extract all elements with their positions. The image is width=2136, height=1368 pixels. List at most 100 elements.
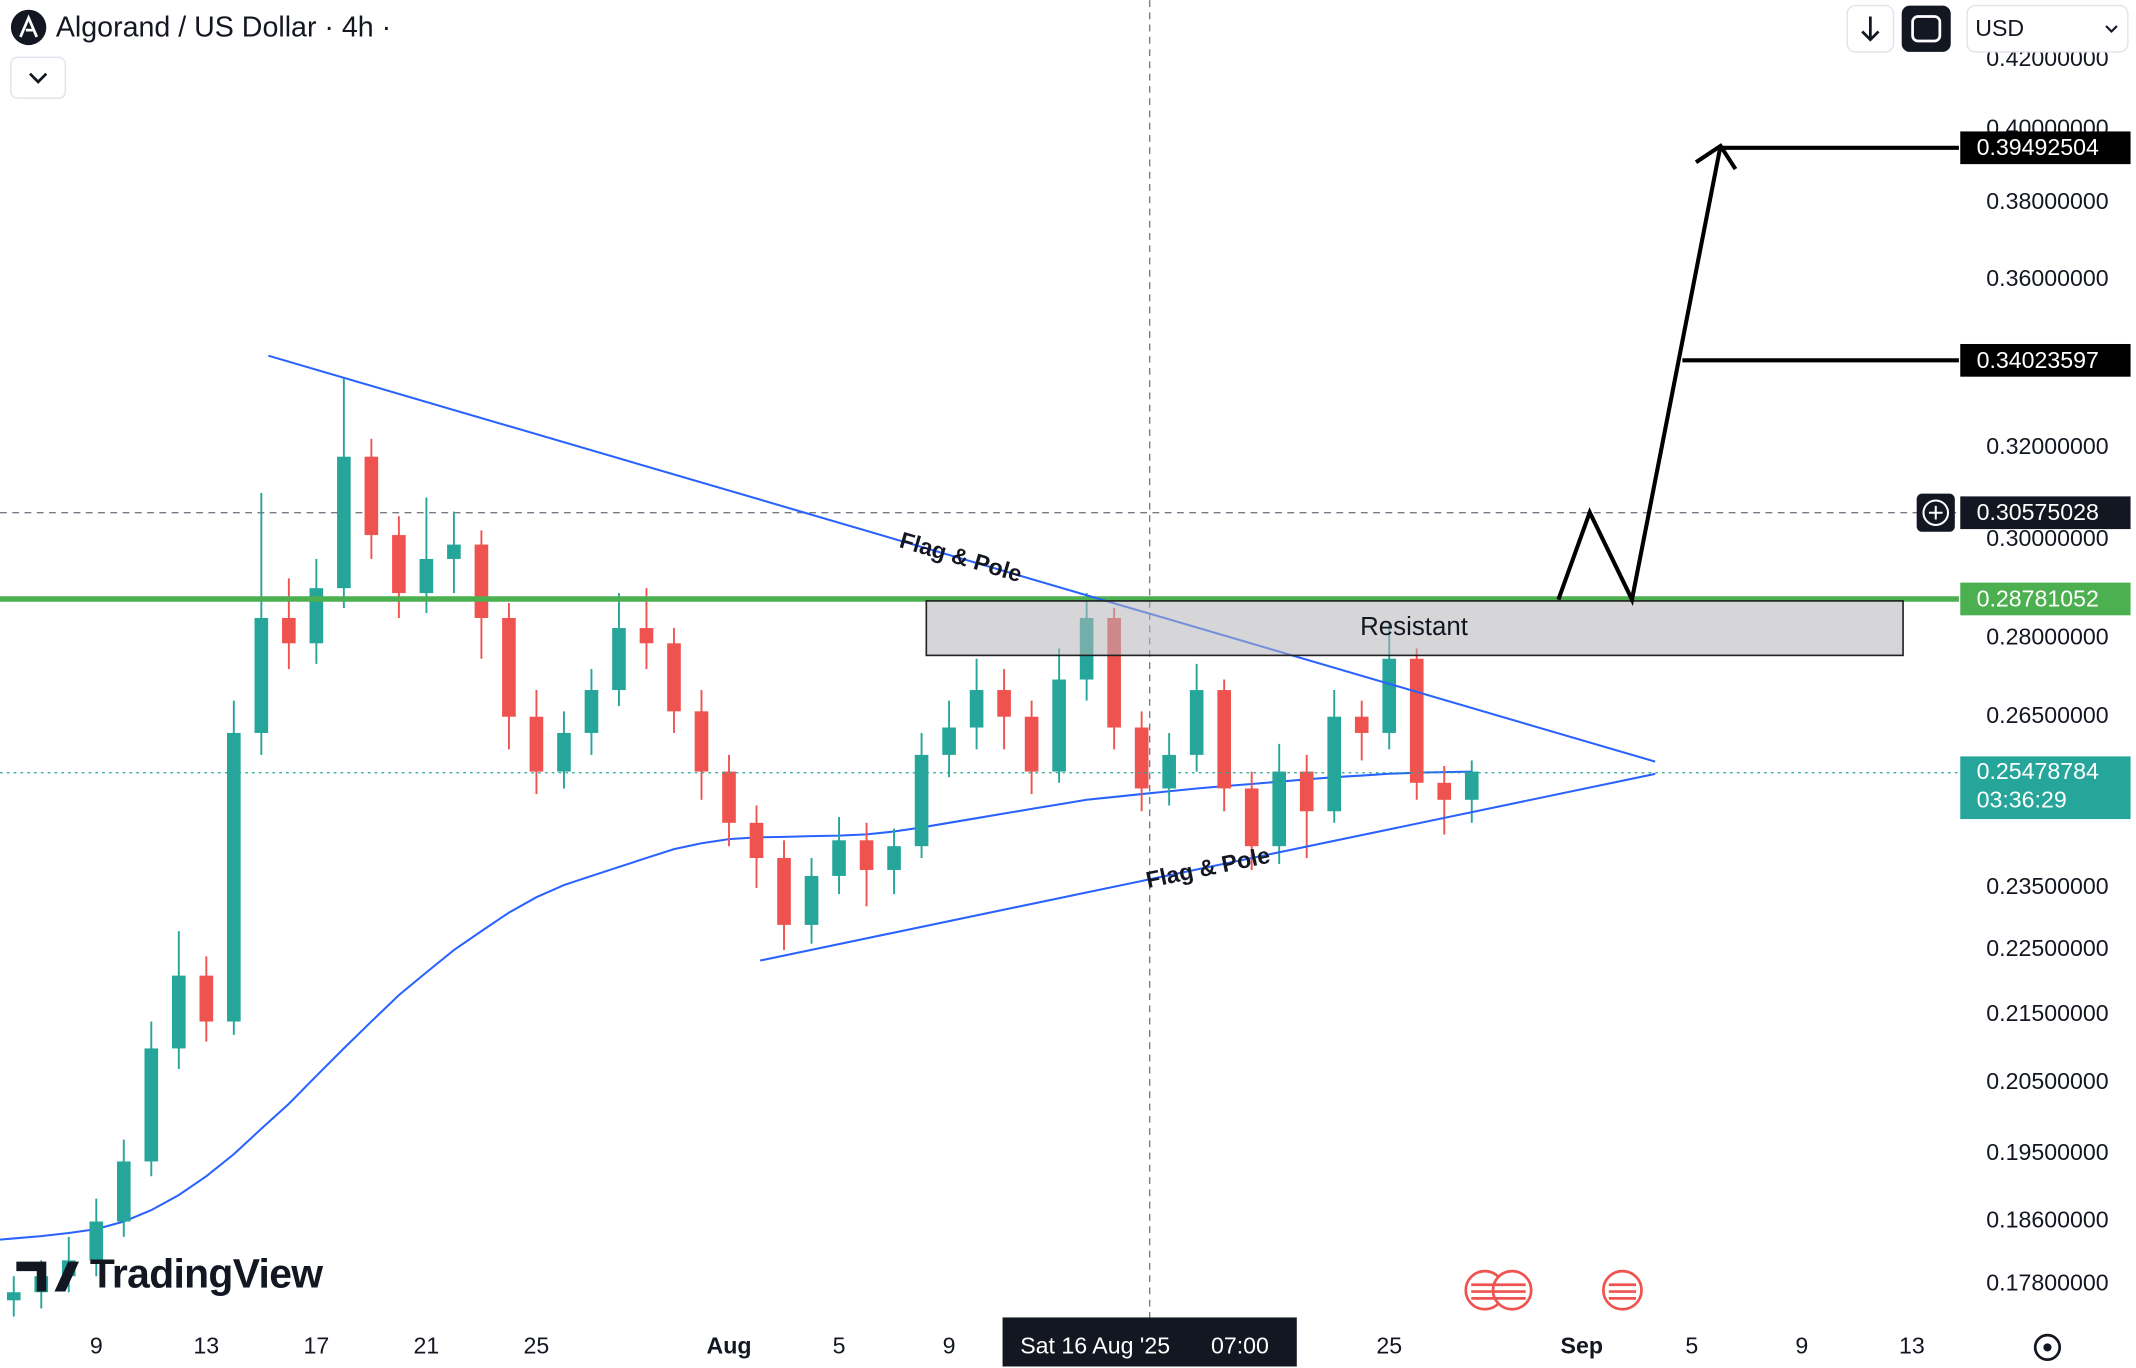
y-tick-label: 0.20500000 [1986,1068,2108,1094]
candle-body [89,1221,104,1261]
x-tick-label: 9 [1795,1333,1808,1359]
price-level-label: 0.39492504 [1977,134,2099,160]
y-tick-label: 0.28000000 [1986,623,2108,649]
candle-body [1024,716,1039,772]
x-tick-label: 9 [943,1333,956,1359]
flag-stripes [1471,1283,1637,1300]
y-tick-label: 0.38000000 [1986,188,2108,214]
candle-body [777,858,791,925]
candle-body [474,544,489,618]
x-tick-label: 17 [303,1333,329,1359]
price-level-box [1960,343,2131,377]
candle-body [969,690,984,728]
price-level-box [1960,582,2131,616]
candle-body [254,617,269,733]
x-tick-label: 25 [524,1333,550,1359]
candle-body [1382,658,1397,733]
candle-body [282,617,296,644]
candle-body [887,846,901,870]
fullscreen-button[interactable] [1901,5,1951,52]
x-tick-label: 9 [90,1333,103,1359]
candle-body [1437,782,1452,800]
candle-body [419,558,434,594]
candle-body [1189,690,1204,755]
candle-body [804,875,819,925]
y-tick-label: 0.17800000 [1986,1269,2108,1295]
candle-body [612,628,626,691]
candle-body [694,711,709,772]
candle-body [364,456,379,536]
y-tick-label: 0.22500000 [1986,935,2108,961]
y-tick-label: 0.21500000 [1986,1000,2108,1026]
fullscreen-icon [1911,15,1942,43]
x-tick-label: 21 [414,1333,440,1359]
x-tick-label: 13 [193,1333,219,1359]
zone-label: Resistant [1360,613,1468,641]
settings-icon [2043,1343,2052,1352]
y-tick-label: 0.23500000 [1986,873,2108,899]
trendline [759,772,1656,962]
collapse-button[interactable] [10,56,67,99]
y-tick-label: 0.30000000 [1986,525,2108,551]
currency-select[interactable] [1966,4,2129,53]
currency: USD [1975,15,2024,41]
add-icon-plus [1928,505,1943,520]
countdown: 03:36:29 [1977,786,2067,812]
candle-body [199,975,214,1022]
chevron [2105,25,2118,34]
candle-body [584,690,599,733]
candle-body [557,732,571,772]
candle-body [529,716,544,772]
candle-body [116,1161,131,1222]
x-tick-label: 5 [1685,1333,1698,1359]
logo-glyph [19,14,39,38]
x-tick-label: Sep [1561,1333,1603,1359]
crosshair-time: 07:00 [1211,1333,1269,1359]
candle-body [722,771,736,823]
event-flags [1464,1269,1643,1311]
chart-title: Algorand / US Dollar · 4h · [56,11,391,43]
y-tick-label: 0.36000000 [1986,265,2108,291]
candle-body [1052,679,1066,772]
y-tick-label: 0.26500000 [1986,702,2108,728]
watermark: TradingView [90,1250,323,1296]
crosshair-date-box [1002,1317,1297,1367]
candle-body [337,456,351,589]
candle-body [859,840,874,870]
candle-body [392,535,406,594]
price-level-box [1960,131,2131,165]
candle-body [309,588,324,644]
watermark-logo [16,1261,80,1292]
crosshair-price-label: 0.30575028 [1977,499,2099,525]
candle-body [227,732,241,1022]
candle-body [1299,771,1314,812]
crosshair-price-box [1960,496,2131,530]
candle-body [1134,727,1149,789]
candle-body [914,754,929,847]
x-tick-label: 13 [1899,1333,1925,1359]
candle-body [1464,771,1479,800]
projection-arrow [1556,145,1723,606]
y-tick-label: 0.32000000 [1986,433,2108,459]
x-tick-label: 25 [1376,1333,1402,1359]
candle-body [447,544,461,559]
candle-body [1272,771,1287,847]
settings-button[interactable] [2033,1333,2062,1362]
price-level-label: 0.28781052 [1977,585,2099,611]
crosshair-date: Sat 16 Aug '25 [1020,1333,1170,1359]
resistance-zone [925,600,1904,657]
download-icon [1861,16,1880,42]
x-tick-label: 5 [833,1333,846,1359]
candle-body [942,727,956,755]
candle-body [144,1048,159,1162]
price-level-label: 0.34023597 [1977,347,2099,373]
current-price-box [1960,756,2131,820]
y-tick-label: 0.19500000 [1986,1139,2108,1165]
candle-body [667,643,681,712]
candle-body [172,975,186,1049]
candle-body [1217,690,1231,789]
